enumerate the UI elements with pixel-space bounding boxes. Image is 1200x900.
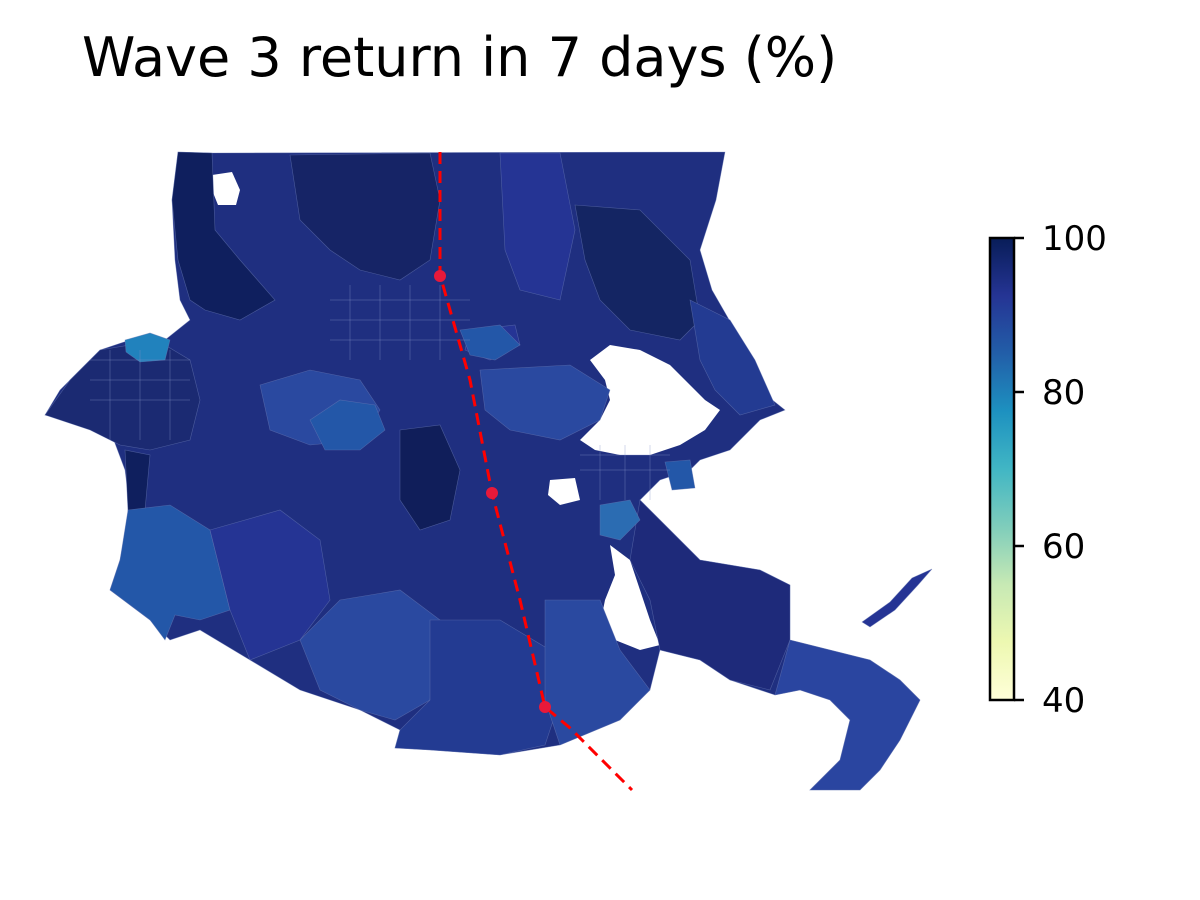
map-region-harbor-light: [599, 499, 641, 541]
inlet-water: [548, 478, 580, 505]
colorbar-ticks: 100 80 60 40: [1014, 219, 1107, 721]
storm-track-point: [486, 487, 498, 499]
map-region-north-east: [499, 152, 576, 301]
map-region-island: [861, 568, 933, 628]
map-region-coast-east: [689, 299, 776, 416]
colorbar: 100 80 60 40: [988, 219, 1107, 721]
storm-track: [434, 152, 634, 792]
storm-track-point: [539, 701, 551, 713]
urban-tracts: [90, 285, 670, 500]
map-region-southeast-dark: [629, 499, 791, 691]
lake-small: [212, 172, 240, 205]
storm-track-line: [438, 152, 634, 792]
map-title: Wave 3 return in 7 days (%): [82, 26, 838, 89]
colorbar-tick-label: 100: [1042, 219, 1107, 259]
map-region-central-light: [309, 399, 386, 451]
choropleth-map: [44, 151, 933, 791]
colorbar-tick-label: 80: [1042, 373, 1085, 413]
map-region-north: [289, 152, 441, 281]
map-region-south-center: [394, 619, 561, 756]
map-region-light-patch: [459, 324, 521, 361]
map-region-northeast-dark: [574, 204, 701, 341]
map-region-sw-light: [109, 504, 231, 641]
map-region-west: [44, 344, 201, 451]
bay-water-lower: [600, 545, 660, 650]
storm-track-point: [434, 270, 446, 282]
colorbar-tick-label: 40: [1042, 681, 1085, 721]
map-region-center-dark: [399, 424, 461, 531]
bay-water: [580, 345, 720, 455]
map-region-south-west: [209, 509, 331, 661]
colorbar-gradient: [988, 236, 1016, 702]
map-region-east-center: [479, 364, 611, 441]
map-region-harbor: [664, 459, 696, 491]
map-region-nw: [171, 151, 276, 321]
colorbar-tick-label: 60: [1042, 527, 1085, 567]
map-region-peninsula: [774, 639, 921, 791]
